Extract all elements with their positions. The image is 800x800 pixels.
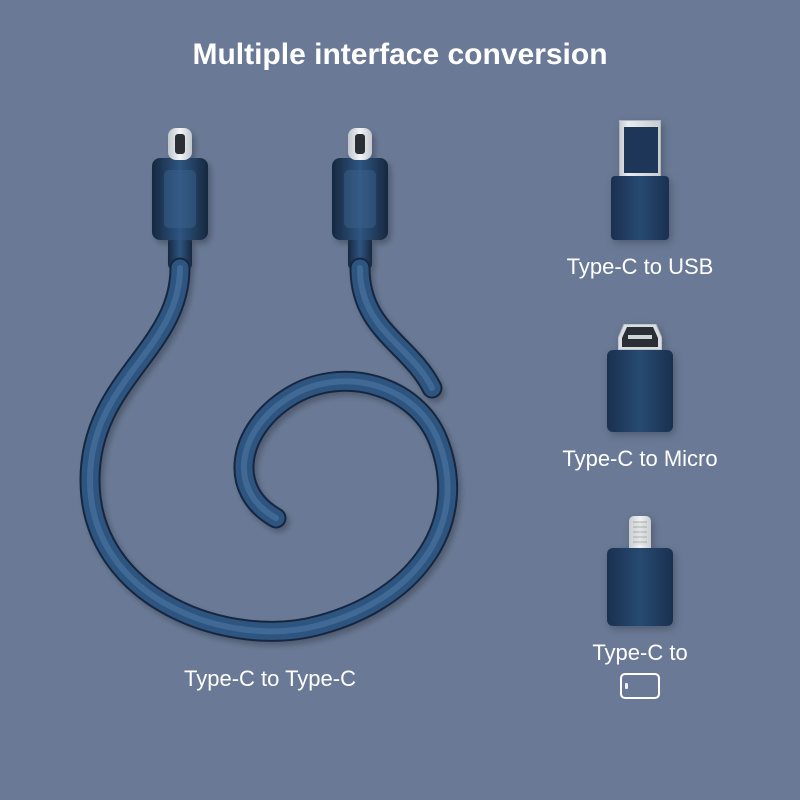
- adapter-usb-label: Type-C to USB: [567, 254, 714, 280]
- adapter-list: Type-C to USB Type-C to Micro Type-C to: [530, 120, 750, 702]
- adapter-micro: Type-C to Micro: [562, 324, 717, 472]
- lightning-adapter-graphic: [607, 516, 673, 626]
- typec-plug-left: [152, 128, 208, 240]
- typec-cable-svg: [40, 120, 500, 660]
- phone-outline-icon: [619, 672, 661, 702]
- usb-adapter-graphic: [611, 120, 669, 240]
- cable-illustration: Type-C to Type-C: [40, 120, 500, 700]
- page-title: Multiple interface conversion: [0, 38, 800, 72]
- adapter-usb: Type-C to USB: [567, 120, 714, 280]
- typec-plug-right: [332, 128, 388, 240]
- adapter-micro-label: Type-C to Micro: [562, 446, 717, 472]
- adapter-lightning-label: Type-C to: [592, 640, 687, 666]
- adapter-lightning: Type-C to: [592, 516, 687, 702]
- micro-adapter-graphic: [607, 324, 673, 432]
- cable-label: Type-C to Type-C: [40, 666, 500, 692]
